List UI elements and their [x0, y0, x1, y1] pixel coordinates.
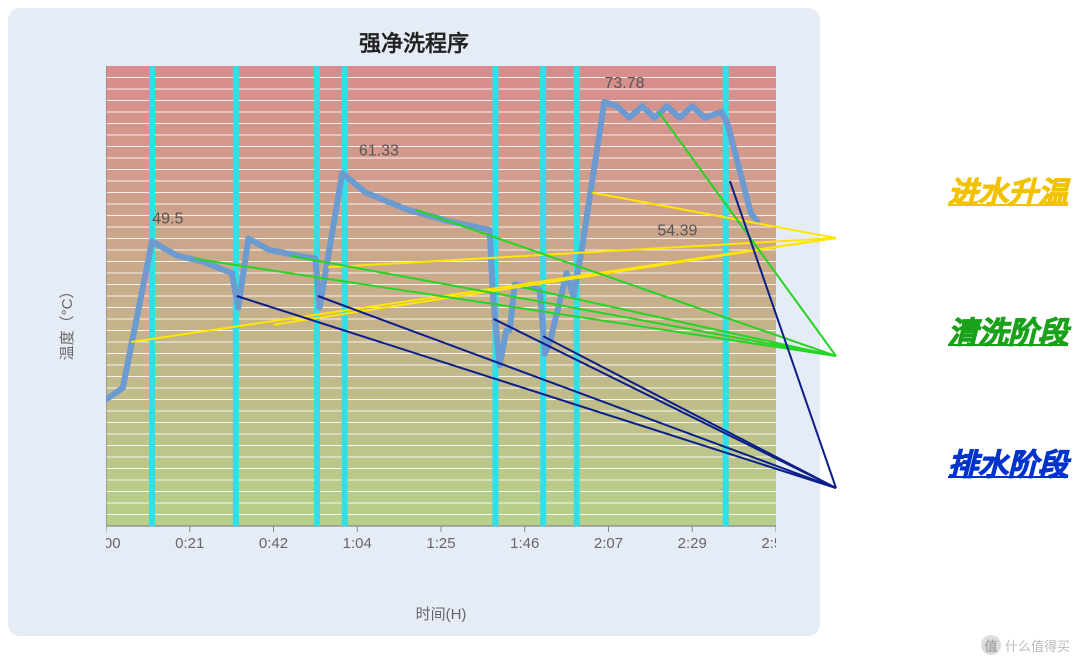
svg-text:2:29: 2:29 — [678, 535, 707, 552]
watermark-badge-icon: 值 — [981, 635, 1001, 655]
chart-svg: 010203040506070800:000:210:421:041:251:4… — [106, 66, 776, 566]
svg-text:73.78: 73.78 — [605, 75, 645, 92]
svg-text:0:00: 0:00 — [106, 535, 121, 552]
y-axis-label: 温度（°C） — [56, 284, 77, 361]
svg-text:1:46: 1:46 — [510, 535, 539, 552]
annotation-label: 清洗阶段 — [948, 308, 1068, 352]
svg-text:0:42: 0:42 — [259, 535, 288, 552]
annotation-label: 进水升温 — [948, 168, 1068, 212]
svg-text:0:21: 0:21 — [175, 535, 204, 552]
svg-text:61.33: 61.33 — [359, 142, 399, 159]
svg-text:49.5: 49.5 — [152, 210, 183, 227]
page-root: 强净洗程序 温度（°C） 010203040506070800:000:210:… — [0, 0, 1080, 661]
watermark: 值 什么值得买 — [981, 635, 1070, 655]
svg-text:1:25: 1:25 — [426, 535, 455, 552]
plot-area: 010203040506070800:000:210:421:041:251:4… — [106, 66, 776, 566]
svg-text:1:04: 1:04 — [343, 535, 372, 552]
watermark-text: 什么值得买 — [1005, 636, 1070, 655]
chart-card: 强净洗程序 温度（°C） 010203040506070800:000:210:… — [8, 8, 820, 636]
svg-text:2:07: 2:07 — [594, 535, 623, 552]
x-axis-label: 时间(H) — [106, 603, 776, 624]
svg-text:2:50: 2:50 — [761, 535, 776, 552]
annotation-label: 排水阶段 — [948, 440, 1068, 484]
chart-title: 强净洗程序 — [8, 26, 820, 58]
svg-text:54.39: 54.39 — [657, 222, 697, 239]
